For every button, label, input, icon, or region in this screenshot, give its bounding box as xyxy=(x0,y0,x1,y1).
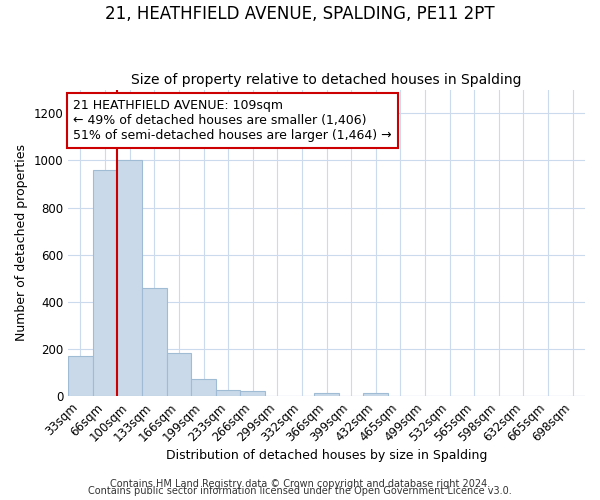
Bar xyxy=(241,392,265,396)
Bar xyxy=(314,394,339,396)
Bar xyxy=(68,356,93,396)
Text: Contains public sector information licensed under the Open Government Licence v3: Contains public sector information licen… xyxy=(88,486,512,496)
Bar xyxy=(216,390,241,396)
Y-axis label: Number of detached properties: Number of detached properties xyxy=(15,144,28,342)
Title: Size of property relative to detached houses in Spalding: Size of property relative to detached ho… xyxy=(131,73,522,87)
Text: 21 HEATHFIELD AVENUE: 109sqm
← 49% of detached houses are smaller (1,406)
51% of: 21 HEATHFIELD AVENUE: 109sqm ← 49% of de… xyxy=(73,99,392,142)
Text: 21, HEATHFIELD AVENUE, SPALDING, PE11 2PT: 21, HEATHFIELD AVENUE, SPALDING, PE11 2P… xyxy=(105,5,495,23)
Bar xyxy=(191,378,216,396)
Bar xyxy=(167,352,191,396)
Bar xyxy=(93,170,118,396)
Bar xyxy=(364,393,388,396)
Text: Contains HM Land Registry data © Crown copyright and database right 2024.: Contains HM Land Registry data © Crown c… xyxy=(110,479,490,489)
Bar xyxy=(118,160,142,396)
X-axis label: Distribution of detached houses by size in Spalding: Distribution of detached houses by size … xyxy=(166,450,487,462)
Bar xyxy=(142,288,167,396)
